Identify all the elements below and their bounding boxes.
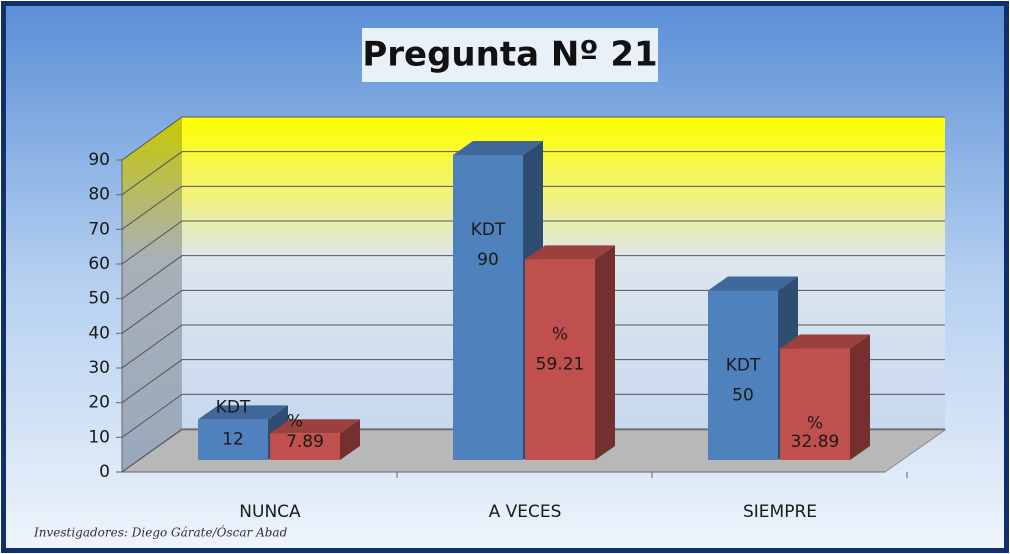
x-tick-label: SIEMPRE <box>743 502 817 522</box>
data-label-name: KDT <box>216 397 251 417</box>
bar <box>453 155 523 460</box>
data-label: 32.89 <box>791 432 840 452</box>
grid-line <box>121 116 945 161</box>
grid-line <box>121 359 945 404</box>
side-wall <box>122 117 182 472</box>
bar <box>198 419 268 460</box>
data-label-name: KDT <box>471 220 506 240</box>
y-tick-label: 90 <box>88 150 110 170</box>
title-box <box>362 28 658 82</box>
x-tick-label: NUNCA <box>239 502 301 522</box>
grid-line <box>121 289 945 334</box>
data-label-name: % <box>552 324 568 344</box>
grid-line <box>121 151 945 196</box>
y-tick-label: 0 <box>99 462 110 482</box>
bar-top <box>708 276 798 291</box>
bar <box>525 259 595 460</box>
bar-top <box>525 245 615 260</box>
data-label-name: % <box>287 411 303 431</box>
data-label: 59.21 <box>536 354 585 374</box>
bar <box>780 348 850 460</box>
grid-line <box>121 185 945 230</box>
bar-top <box>780 334 870 349</box>
x-tick-label: A VECES <box>489 502 562 522</box>
bar-side <box>340 419 360 460</box>
y-tick-label: 30 <box>88 358 110 378</box>
y-tick-label: 20 <box>88 393 110 413</box>
data-label-name: % <box>807 414 823 434</box>
y-tick-label: 40 <box>88 323 110 343</box>
source-note: Investigadores: Diego Gárate/Óscar Abad <box>33 524 288 540</box>
grid-line <box>121 428 945 473</box>
bar-side <box>850 334 870 460</box>
y-tick-label: 80 <box>88 185 110 205</box>
data-label: 90 <box>477 250 499 270</box>
bar-side <box>595 245 615 460</box>
bar-top <box>453 141 543 155</box>
data-label: 7.89 <box>286 432 324 452</box>
grid-line <box>121 255 945 300</box>
bar <box>270 433 340 460</box>
grid-line <box>121 393 945 438</box>
bar-top <box>270 419 360 434</box>
chart-title: Pregunta Nº 21 <box>362 35 657 75</box>
y-tick-label: 60 <box>88 254 110 274</box>
data-label: 12 <box>222 429 244 449</box>
grid-line <box>121 220 945 265</box>
y-tick-label: 70 <box>88 219 110 239</box>
data-label: 50 <box>732 386 754 406</box>
bar-top <box>198 405 288 420</box>
data-label-name: KDT <box>726 356 761 376</box>
y-tick-label: 10 <box>88 427 110 447</box>
y-tick-label: 50 <box>88 289 110 309</box>
grid-line <box>121 324 945 369</box>
bar <box>708 290 778 460</box>
